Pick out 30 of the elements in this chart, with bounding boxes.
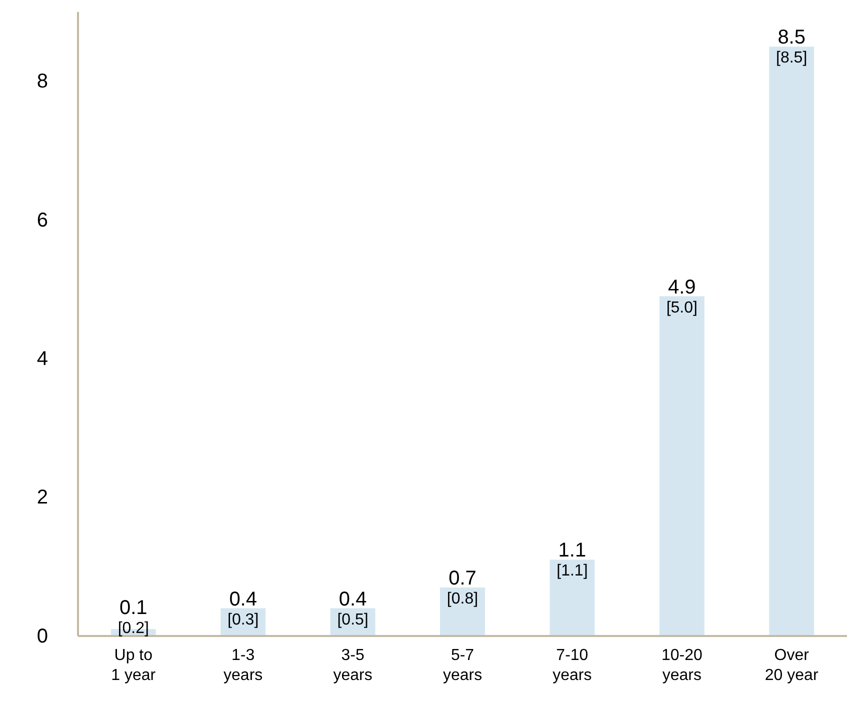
data-label: 1.1 bbox=[558, 540, 586, 562]
annotation: [0.2] bbox=[118, 620, 149, 637]
annotation: [0.3] bbox=[228, 611, 259, 628]
bar bbox=[659, 296, 704, 636]
bar bbox=[769, 46, 814, 636]
data-label: 0.1 bbox=[119, 597, 148, 619]
x-tick-label: 3-5 years bbox=[333, 647, 372, 684]
x-tick-label: Up to 1 year bbox=[111, 647, 156, 684]
annotation: [1.1] bbox=[556, 562, 588, 580]
y-tick-label: 6 bbox=[36, 209, 48, 232]
x-tick-label: 5-7 years bbox=[442, 647, 482, 684]
data-label: 4.9 bbox=[668, 276, 696, 298]
y-tick-label: 8 bbox=[36, 70, 48, 93]
annotation: [0.5] bbox=[337, 611, 368, 628]
x-tick-label: Over 20 year bbox=[764, 647, 819, 684]
annotation: [5.0] bbox=[666, 299, 698, 316]
data-label: 0.4 bbox=[338, 588, 367, 610]
data-label: 8.5 bbox=[778, 26, 806, 49]
data-label: 0.7 bbox=[448, 567, 476, 590]
y-tick-label: 2 bbox=[36, 486, 48, 509]
x-tick-label: 10-20 years bbox=[661, 647, 702, 684]
bar bbox=[550, 560, 595, 636]
y-tick-label: 0 bbox=[36, 625, 48, 648]
annotation: [8.5] bbox=[776, 50, 808, 67]
data-label: 0.4 bbox=[229, 588, 258, 610]
bar bbox=[440, 587, 485, 636]
annotation: [0.8] bbox=[446, 590, 478, 608]
x-tick-label: 1-3 years bbox=[224, 647, 263, 684]
y-tick-label: 4 bbox=[36, 348, 48, 370]
x-tick-label: 7-10 years bbox=[552, 647, 592, 684]
